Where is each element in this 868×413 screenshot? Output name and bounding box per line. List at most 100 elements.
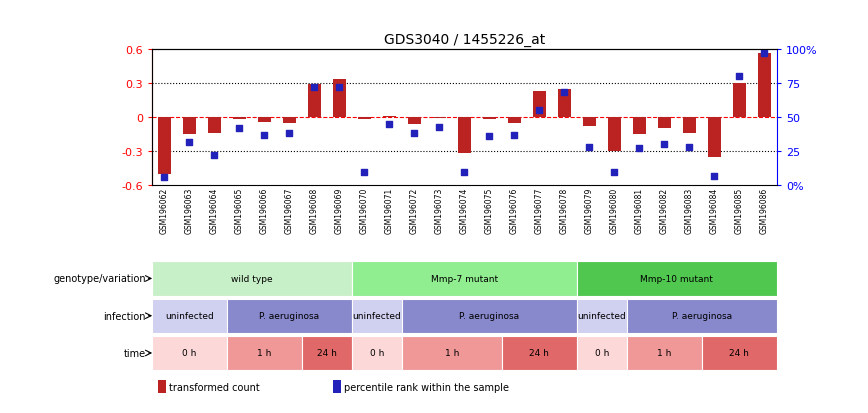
Point (733, 74, 746, 80)
Text: time: time (123, 348, 146, 358)
Bar (158, 118, 171, 174)
Text: GSM196085: GSM196085 (735, 188, 744, 233)
Text: 24 h: 24 h (317, 349, 337, 358)
Bar (333, 80, 345, 118)
Bar (633, 118, 646, 135)
Text: GSM196067: GSM196067 (285, 188, 294, 234)
Bar (308, 85, 320, 118)
Bar (758, 54, 771, 118)
Text: GSM196068: GSM196068 (310, 188, 319, 233)
Bar (658, 118, 671, 129)
Text: GSM196083: GSM196083 (685, 188, 694, 233)
Text: GSM196084: GSM196084 (710, 188, 719, 233)
Text: GSM196073: GSM196073 (435, 188, 444, 234)
Point (207, 152, 221, 159)
Bar (683, 118, 695, 134)
Point (682, 145, 696, 151)
Text: 1 h: 1 h (444, 349, 459, 358)
Point (407, 131, 421, 138)
Bar (577, 262, 777, 296)
Text: GSM196065: GSM196065 (235, 188, 244, 234)
Text: GSM196086: GSM196086 (760, 188, 769, 233)
Text: Mmp-10 mutant: Mmp-10 mutant (641, 274, 713, 283)
Bar (502, 336, 577, 370)
Text: 0 h: 0 h (595, 349, 609, 358)
Text: Mmp-7 mutant: Mmp-7 mutant (431, 274, 498, 283)
Point (383, 121, 397, 128)
Bar (152, 336, 227, 370)
Text: transformed count: transformed count (168, 382, 260, 392)
Bar (433, 118, 445, 119)
Text: GSM196069: GSM196069 (335, 188, 344, 234)
Text: GSM196077: GSM196077 (535, 188, 544, 234)
Bar (402, 299, 577, 333)
Bar (358, 118, 371, 120)
Text: infection: infection (103, 311, 146, 321)
Text: GSM196080: GSM196080 (610, 188, 619, 233)
Point (707, 173, 721, 180)
Bar (533, 92, 546, 118)
Point (508, 132, 522, 139)
Bar (152, 299, 227, 333)
Text: 0 h: 0 h (370, 349, 384, 358)
Bar (583, 118, 595, 127)
Point (157, 174, 171, 181)
Text: P. aeruginosa: P. aeruginosa (459, 311, 519, 320)
Bar (227, 299, 352, 333)
Title: GDS3040 / 1455226_at: GDS3040 / 1455226_at (384, 33, 545, 47)
Point (557, 90, 571, 97)
Bar (352, 336, 402, 370)
Point (657, 142, 671, 148)
Point (358, 169, 372, 176)
Bar (283, 118, 296, 123)
Bar (402, 336, 502, 370)
Point (307, 84, 321, 91)
Text: uninfected: uninfected (577, 311, 626, 320)
Bar (458, 118, 470, 154)
Text: GSM196070: GSM196070 (360, 188, 369, 234)
Text: GSM196074: GSM196074 (460, 188, 469, 234)
Bar (258, 118, 271, 122)
Text: wild type: wild type (231, 274, 273, 283)
Text: GSM196071: GSM196071 (385, 188, 394, 233)
Point (258, 132, 272, 139)
Bar (627, 336, 702, 370)
Bar (408, 118, 421, 125)
Text: GSM196078: GSM196078 (560, 188, 569, 233)
Text: GSM196064: GSM196064 (210, 188, 219, 234)
Bar (508, 118, 521, 123)
Point (582, 145, 596, 151)
Point (432, 124, 446, 131)
Text: 0 h: 0 h (182, 349, 196, 358)
Bar (483, 118, 496, 120)
Bar (152, 262, 352, 296)
Bar (383, 116, 396, 118)
Text: genotype/variation: genotype/variation (53, 274, 146, 284)
Bar (627, 299, 777, 333)
Text: P. aeruginosa: P. aeruginosa (260, 311, 319, 320)
Point (758, 50, 772, 57)
Text: GSM196079: GSM196079 (585, 188, 594, 234)
Bar (577, 336, 627, 370)
Text: P. aeruginosa: P. aeruginosa (672, 311, 732, 320)
Text: GSM196076: GSM196076 (510, 188, 519, 234)
Bar (233, 118, 246, 120)
Bar (733, 83, 746, 118)
Bar (158, 380, 166, 393)
Bar (352, 262, 577, 296)
Point (457, 169, 471, 176)
Bar (608, 118, 621, 152)
Point (233, 125, 247, 132)
Text: percentile rank within the sample: percentile rank within the sample (344, 382, 509, 392)
Point (182, 139, 196, 145)
Point (532, 107, 546, 114)
Bar (302, 336, 352, 370)
Text: 24 h: 24 h (729, 349, 749, 358)
Text: 1 h: 1 h (257, 349, 272, 358)
Point (633, 146, 647, 152)
Point (483, 133, 496, 140)
Bar (333, 380, 340, 393)
Text: GSM196082: GSM196082 (660, 188, 669, 233)
Text: GSM196081: GSM196081 (635, 188, 644, 233)
Text: uninfected: uninfected (165, 311, 214, 320)
